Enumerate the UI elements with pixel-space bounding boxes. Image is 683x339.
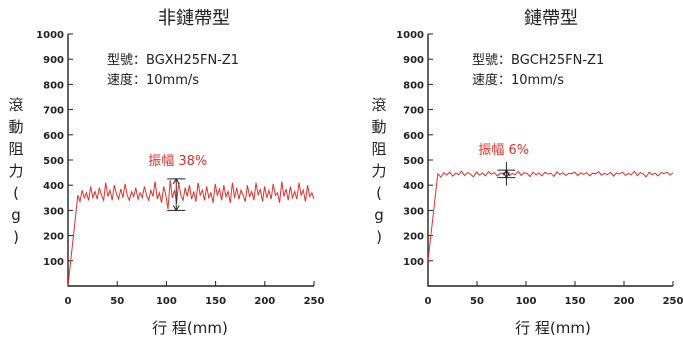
x-tick-label: 200	[614, 296, 635, 307]
y-tick-label: 200	[43, 232, 64, 243]
y-axis-title-char: 阻	[8, 140, 23, 158]
amplitude-arrow-bottom	[172, 205, 180, 212]
y-tick-label: 100	[403, 257, 424, 268]
x-tick-label: 200	[254, 296, 275, 307]
y-axis-title-char: 力	[371, 162, 386, 180]
y-tick-label: 800	[403, 80, 424, 91]
y-tick-label: 900	[403, 55, 424, 66]
x-tick-label: 150	[205, 296, 226, 307]
info-line: 速度：10mm/s	[472, 72, 564, 88]
series-line-1	[427, 170, 674, 261]
y-tick-label: 1000	[396, 30, 424, 41]
info-line: 型號：BGXH25FN-Z1	[107, 53, 239, 68]
y-axis-title-char: g	[374, 206, 384, 224]
amplitude-arrow-bottom	[502, 172, 510, 179]
y-tick-label: 300	[43, 206, 64, 217]
x-tick-label: 250	[304, 296, 325, 307]
y-tick-label: 300	[403, 206, 424, 217]
x-tick-label: 50	[110, 296, 124, 307]
y-tick-label: 500	[403, 156, 424, 167]
y-tick-label: 400	[403, 181, 424, 192]
y-tick-label: 500	[43, 156, 64, 167]
y-axis-title-char: 滾	[371, 96, 386, 114]
y-tick-label: 200	[403, 232, 424, 243]
y-axis-title-char: 滾	[8, 96, 23, 114]
chart-panel-1: 非鏈帶型 100 200 300 400 500 600 700 800 900 1000 0 50 10…	[8, 8, 324, 337]
y-tick-label: 800	[43, 80, 64, 91]
amplitude-label: 振幅 38%	[148, 154, 207, 169]
y-axis-title-char: 動	[371, 118, 386, 136]
x-tick-label: 0	[425, 296, 432, 307]
y-tick-label: 600	[403, 131, 424, 142]
y-axis-title-char: 力	[8, 162, 23, 180]
x-tick-label: 50	[470, 296, 484, 307]
info-line: 速度：10mm/s	[107, 72, 199, 88]
chart-panel-2: 鏈帶型 100 200 300 400 500 600 700 800 900 1000 0 50 100…	[371, 8, 683, 337]
y-axis-title-char: 動	[8, 118, 23, 136]
series-line-1	[67, 180, 315, 287]
y-axis-title-char: (	[13, 184, 19, 202]
amplitude-label: 振幅 6%	[478, 143, 529, 158]
y-axis-title-char: 阻	[371, 140, 386, 158]
y-axis-title-char: g	[11, 206, 21, 224]
y-tick-label: 400	[43, 181, 64, 192]
y-tick-label: 100	[43, 257, 64, 268]
chart-title: 鏈帶型	[524, 8, 578, 29]
axis-lines	[427, 34, 673, 287]
x-tick-label: 100	[516, 296, 537, 307]
y-axis-title-char: )	[376, 228, 382, 246]
y-tick-label: 700	[43, 106, 64, 117]
chart-title: 非鏈帶型	[158, 8, 230, 29]
x-tick-label: 100	[156, 296, 177, 307]
y-tick-label: 1000	[36, 30, 64, 41]
y-tick-label: 900	[43, 55, 64, 66]
x-axis-title: 行 程(mm)	[515, 319, 591, 337]
x-tick-label: 0	[65, 296, 72, 307]
y-axis-title-char: )	[13, 228, 19, 246]
y-axis-title-char: (	[376, 184, 382, 202]
x-tick-label: 150	[565, 296, 586, 307]
x-axis-title: 行 程(mm)	[152, 319, 228, 337]
x-tick-label: 250	[663, 296, 683, 307]
y-tick-label: 600	[43, 131, 64, 142]
y-tick-label: 700	[403, 106, 424, 117]
amplitude-arrow-top	[172, 177, 180, 185]
info-line: 型號：BGCH25FN-Z1	[472, 53, 604, 68]
